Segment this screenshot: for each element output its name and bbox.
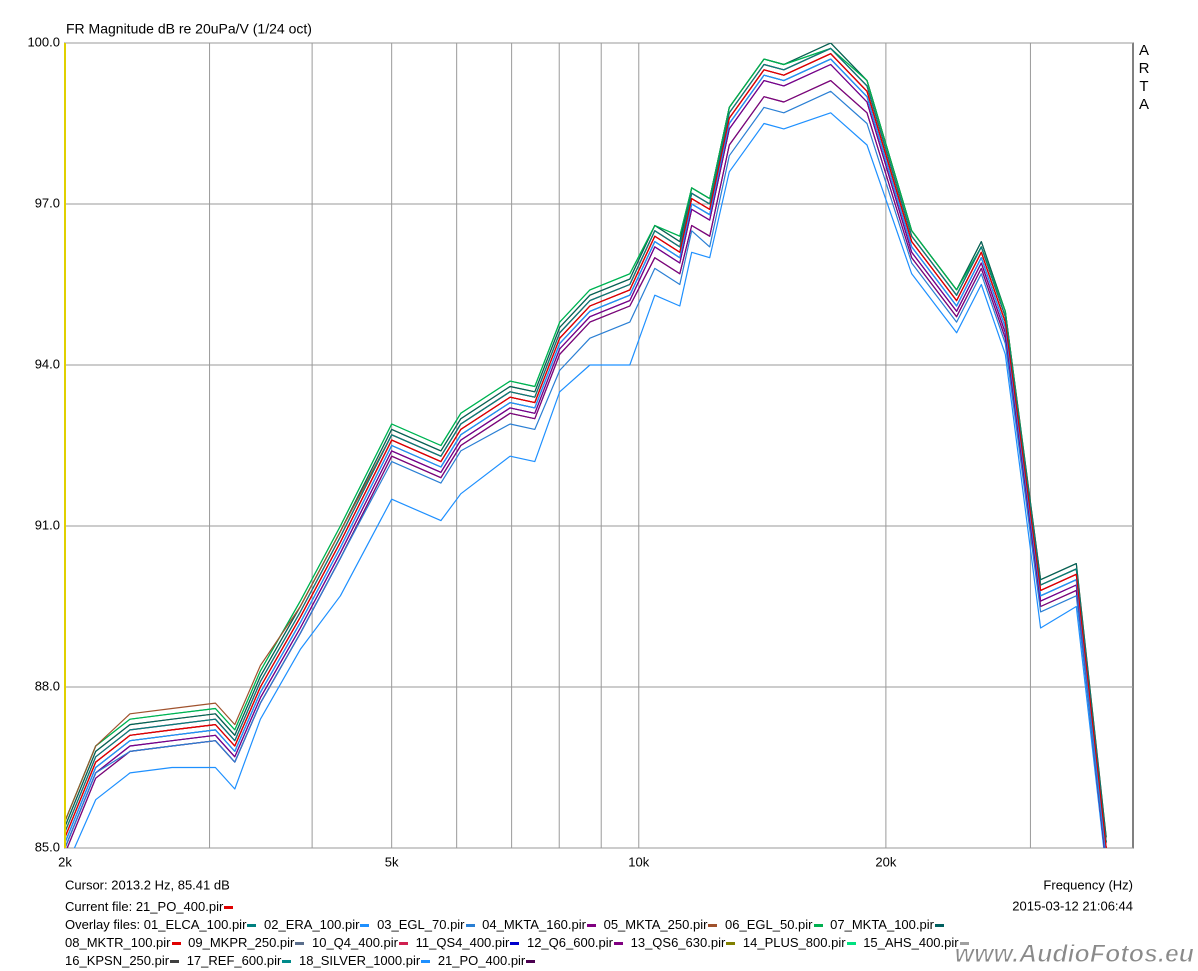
- series-line: [65, 53, 1107, 848]
- legend-label: 06_EGL_50.pir: [725, 917, 813, 932]
- legend-swatch: [526, 960, 536, 964]
- timestamp: 2015-03-12 21:06:44: [1012, 898, 1133, 913]
- brand: ARTA: [1138, 42, 1150, 113]
- overlay-label: Overlay files:: [65, 917, 141, 932]
- y-tick-label: 91.0: [35, 517, 60, 532]
- legend-label: 11_QS4_400.pir: [415, 935, 510, 950]
- legend-label: 10_Q4_400.pir: [311, 935, 398, 950]
- legend-label: 15_AHS_400.pir: [863, 935, 959, 950]
- legend-swatch: [846, 942, 856, 946]
- x-tick-label: 20k: [875, 854, 896, 869]
- legend-swatch: [360, 924, 370, 928]
- legend-label: 02_ERA_100.pir: [264, 917, 360, 932]
- legend-swatch: [171, 942, 181, 946]
- y-tick-label: 97.0: [35, 195, 60, 210]
- legend-label: 08_MKTR_100.pir: [65, 935, 171, 950]
- legend-label: 01_ELCA_100.pir: [143, 917, 247, 932]
- legend-swatch: [224, 906, 234, 910]
- legend-swatch: [465, 924, 475, 928]
- series-line: [65, 47, 1107, 843]
- legend-label: 12_Q6_600.pir: [526, 935, 613, 950]
- series-line: [65, 90, 1106, 848]
- legend-swatch: [247, 924, 257, 928]
- legend-label: 14_PLUS_800.pir: [742, 935, 846, 950]
- legend-swatch: [726, 942, 736, 946]
- current-label: Current file:: [65, 899, 133, 914]
- y-tick-label: 88.0: [35, 678, 60, 693]
- series-line: [65, 58, 1107, 848]
- y-tick-label: 100.0: [27, 34, 60, 49]
- legend-swatch: [282, 960, 292, 964]
- series-line: [65, 47, 1107, 843]
- legend-swatch: [813, 924, 823, 928]
- y-tick-label: 94.0: [35, 356, 60, 371]
- x-tick-label: 2k: [58, 854, 72, 869]
- legend-row: Overlay files: 01_ELCA_100.pir 02_ERA_10…: [65, 916, 973, 934]
- series-line: [65, 63, 1106, 848]
- legend-swatch: [613, 942, 623, 946]
- legend-label: 18_SILVER_1000.pir: [299, 953, 421, 968]
- legend-swatch: [399, 942, 408, 946]
- series-lines: [65, 43, 1107, 848]
- legend-swatch: [959, 942, 969, 946]
- cursor-readout: Cursor: 2013.2 Hz, 85.41 dB: [65, 877, 230, 892]
- legend-swatch: [586, 924, 596, 928]
- legend-label: 16_KPSN_250.pir: [65, 953, 170, 968]
- legend-label: 21_PO_400.pir: [437, 953, 526, 968]
- y-tick-label: 85.0: [35, 839, 60, 854]
- legend-label: 03_EGL_70.pir: [377, 917, 465, 932]
- x-axis-label: Frequency (Hz): [1043, 877, 1133, 892]
- legend-label: 21_PO_400.pir: [135, 899, 224, 914]
- legend-swatch: [421, 960, 431, 964]
- legend-label: 13_QS6_630.pir: [630, 935, 726, 950]
- legend-label: 04_MKTA_160.pir: [482, 917, 586, 932]
- legend-label: 07_MKTA_100.pir: [830, 917, 934, 932]
- legend-label: 17_REF_600.pir: [186, 953, 282, 968]
- grid: [64, 42, 1133, 849]
- series-line: [73, 112, 1105, 848]
- chart-title: FR Magnitude dB re 20uPa/V (1/24 oct): [66, 21, 312, 37]
- legend-swatch: [295, 942, 305, 946]
- legend-swatch: [510, 942, 520, 946]
- watermark: www.AudioFotos.eu: [954, 940, 1194, 969]
- legend-swatch: [934, 924, 944, 928]
- legend-label: 05_MKTA_250.pir: [603, 917, 708, 932]
- legend-label: 09_MKPR_250.pir: [188, 935, 295, 950]
- legend-swatch: [170, 960, 180, 964]
- legend-swatch: [708, 924, 718, 928]
- legend: Overlay files: 01_ELCA_100.pir 02_ERA_10…: [65, 916, 973, 970]
- plot-area: [64, 42, 1134, 849]
- x-tick-label: 5k: [385, 854, 399, 869]
- legend-row: 16_KPSN_250.pir 17_REF_600.pir 18_SILVER…: [65, 952, 973, 970]
- current-file: Current file: 21_PO_400.pir: [65, 898, 237, 916]
- legend-row: 08_MKTR_100.pir 09_MKPR_250.pir 10_Q4_40…: [65, 934, 973, 952]
- x-tick-label: 10k: [628, 854, 649, 869]
